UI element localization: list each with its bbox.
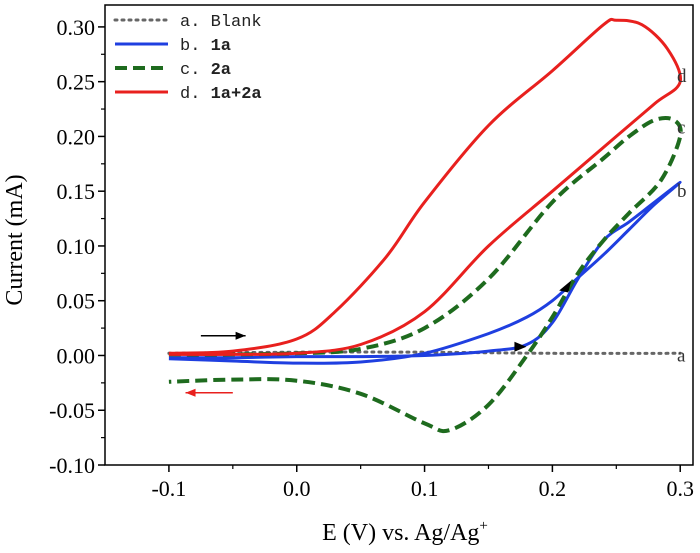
series-b-end-label: b [677, 181, 687, 202]
series-d-line [168, 17, 683, 356]
y-tick-label: -0.10 [49, 453, 95, 478]
y-tick-label: 0.15 [57, 179, 96, 204]
direction-arrow-left-head [185, 388, 196, 397]
y-tick-label: 0.20 [57, 124, 96, 149]
y-axis-title: Current (mA) [2, 174, 28, 305]
y-tick-label: 0.00 [57, 343, 96, 368]
y-tick-label: 0.10 [57, 234, 96, 259]
direction-arrow-right-head [235, 331, 246, 340]
series-group: a b c d [167, 17, 687, 434]
y-tick-label: 0.25 [57, 70, 96, 95]
legend-label-b: b. 1a [180, 37, 231, 56]
x-tick-label: 0.1 [411, 476, 439, 501]
series-a-line [167, 350, 682, 355]
scan-direction-arrowhead-right [514, 341, 527, 352]
x-axis-title: E (V) vs. Ag/Ag+ [322, 518, 488, 546]
series-a-end-label: a [677, 345, 686, 366]
y-tick-label: 0.30 [57, 15, 96, 40]
legend-label-d: d. 1a+2a [180, 85, 262, 104]
series-c-line [168, 115, 683, 434]
x-tick-label: 0.0 [283, 476, 311, 501]
y-tick-label: 0.05 [57, 289, 96, 314]
x-tick-label: -0.1 [151, 476, 186, 501]
series-c-end-label: c [677, 118, 685, 139]
series-d-end-label: d [677, 66, 687, 87]
scan-direction-arrowhead-down-left [559, 280, 572, 293]
annotations-group [185, 280, 572, 397]
legend: a. Blank b. 1a c. 2a d. 1a+2a [113, 13, 262, 104]
plot-frame [104, 4, 694, 466]
x-tick-label: 0.2 [539, 476, 567, 501]
x-tick-label: 0.3 [666, 476, 694, 501]
legend-label-a: a. Blank [180, 13, 262, 32]
legend-label-c: c. 2a [180, 61, 231, 80]
axes-group: -0.1 0.0 0.1 0.2 0.3 -0.10 -0.05 0.00 0.05 0.10 0.… [49, 4, 694, 501]
series-b-line [168, 180, 682, 365]
y-tick-label: -0.05 [49, 398, 95, 423]
